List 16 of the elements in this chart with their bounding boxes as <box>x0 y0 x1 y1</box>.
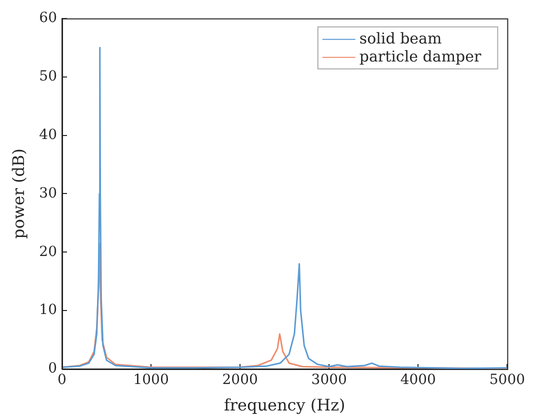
x-axis-title: frequency (Hz) <box>224 396 346 415</box>
y-axis-title: power (dB) <box>8 148 28 239</box>
x-tick-label: 4000 <box>400 372 436 388</box>
x-tick-label: 2000 <box>222 372 258 388</box>
y-tick-label: 60 <box>39 10 58 26</box>
x-tick-label: 1000 <box>133 372 169 388</box>
x-tick-label: 5000 <box>489 372 526 388</box>
legend-label: solid beam <box>359 29 442 48</box>
y-tick-label: 50 <box>39 68 58 84</box>
y-tick-label: 40 <box>39 126 58 143</box>
y-tick-label: 10 <box>39 302 58 318</box>
legend-label: particle damper <box>359 47 482 66</box>
x-tick-label: 3000 <box>311 372 347 388</box>
y-tick-label: 20 <box>39 244 58 260</box>
y-tick-label: 30 <box>39 185 58 202</box>
y-tick-label: 0 <box>48 360 58 377</box>
